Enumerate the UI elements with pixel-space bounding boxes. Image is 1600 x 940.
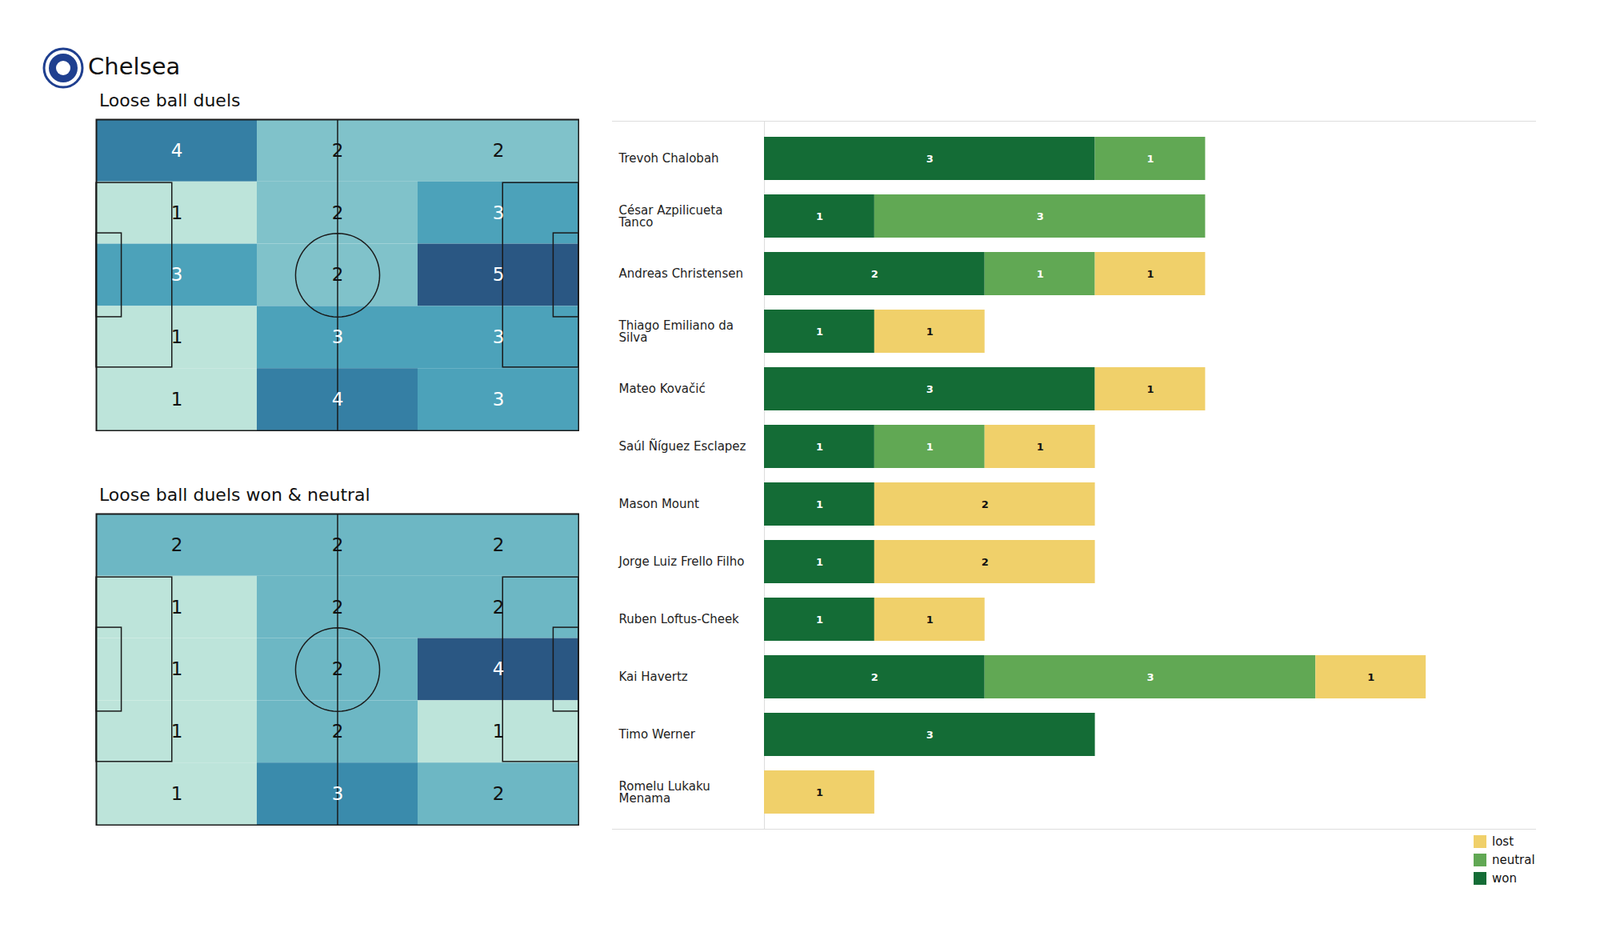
svg-text:2: 2 <box>171 534 184 556</box>
svg-text:2: 2 <box>492 534 505 556</box>
svg-text:3: 3 <box>492 202 505 224</box>
svg-text:1: 1 <box>816 498 824 511</box>
html-text:Loose ball duels: Loose ball duels <box>99 90 241 111</box>
svg-text:1: 1 <box>816 210 824 223</box>
html-text:neutral: neutral <box>1492 852 1535 867</box>
svg-text:2: 2 <box>981 498 989 511</box>
svg-text:3: 3 <box>1036 210 1044 223</box>
svg-text:1: 1 <box>171 388 184 410</box>
svg-text:1: 1 <box>926 325 934 338</box>
svg-text:1: 1 <box>816 325 824 338</box>
svg-text:Andreas Christensen: Andreas Christensen <box>619 266 744 281</box>
svg-text:1: 1 <box>171 783 184 804</box>
svg-text:Timo Werner: Timo Werner <box>618 727 696 742</box>
svg-text:2: 2 <box>332 264 344 285</box>
svg-text:3: 3 <box>332 326 344 348</box>
svg-text:2: 2 <box>332 596 344 618</box>
svg-text:1: 1 <box>171 596 184 618</box>
svg-text:1: 1 <box>1146 383 1154 396</box>
svg-text:1: 1 <box>492 720 505 742</box>
svg-text:1: 1 <box>816 440 824 453</box>
svg-text:2: 2 <box>492 783 505 804</box>
html-text:Loose ball duels won & neutral: Loose ball duels won & neutral <box>99 484 371 505</box>
svg-text:Mason Mount: Mason Mount <box>619 496 700 512</box>
svg-text:Ruben Loftus-Cheek: Ruben Loftus-Cheek <box>619 612 740 627</box>
svg-text:Saúl Ñíguez Esclapez: Saúl Ñíguez Esclapez <box>619 438 747 454</box>
svg-text:2: 2 <box>332 202 344 224</box>
svg-text:1: 1 <box>171 202 184 224</box>
svg-text:2: 2 <box>981 556 989 568</box>
svg-text:1: 1 <box>1036 268 1044 280</box>
svg-text:Romelu LukakuMenama: Romelu LukakuMenama <box>619 779 711 806</box>
svg-text:3: 3 <box>1146 671 1154 684</box>
svg-text:1: 1 <box>816 613 824 626</box>
svg-text:2: 2 <box>332 140 344 161</box>
svg-text:1: 1 <box>1367 671 1375 684</box>
svg-text:1: 1 <box>171 658 184 680</box>
svg-text:2: 2 <box>492 596 505 618</box>
svg-text:1: 1 <box>1146 152 1154 165</box>
svg-text:Trevoh Chalobah: Trevoh Chalobah <box>618 151 720 166</box>
svg-text:Mateo Kovačić: Mateo Kovačić <box>619 381 706 396</box>
svg-text:3: 3 <box>492 326 505 348</box>
svg-text:2: 2 <box>492 140 505 161</box>
svg-text:1: 1 <box>171 720 184 742</box>
svg-text:5: 5 <box>492 264 505 285</box>
svg-text:4: 4 <box>492 658 505 680</box>
svg-text:1: 1 <box>171 326 184 348</box>
svg-text:4: 4 <box>332 388 344 410</box>
svg-text:1: 1 <box>1146 268 1154 280</box>
svg-text:1: 1 <box>816 786 824 799</box>
svg-text:3: 3 <box>332 783 344 804</box>
svg-text:3: 3 <box>926 152 934 165</box>
html-text:won: won <box>1492 870 1517 886</box>
html-text:Chelsea: Chelsea <box>88 52 181 80</box>
svg-text:1: 1 <box>1036 440 1044 453</box>
svg-text:César AzpilicuetaTanco: César AzpilicuetaTanco <box>618 203 724 230</box>
svg-text:3: 3 <box>171 264 184 285</box>
svg-text:3: 3 <box>926 383 934 396</box>
svg-text:Jorge Luiz Frello Filho: Jorge Luiz Frello Filho <box>618 554 745 569</box>
svg-text:2: 2 <box>871 268 879 280</box>
html-text:lost: lost <box>1492 834 1514 849</box>
svg-text:Thiago Emiliano daSilva: Thiago Emiliano daSilva <box>618 318 734 345</box>
svg-text:1: 1 <box>926 440 934 453</box>
svg-text:1: 1 <box>816 556 824 568</box>
svg-text:3: 3 <box>926 728 934 741</box>
svg-text:4: 4 <box>171 140 184 161</box>
svg-text:2: 2 <box>332 658 344 680</box>
svg-text:2: 2 <box>332 534 344 556</box>
svg-text:3: 3 <box>492 388 505 410</box>
svg-text:Kai Havertz: Kai Havertz <box>619 669 688 684</box>
svg-text:2: 2 <box>332 720 344 742</box>
svg-text:1: 1 <box>926 613 934 626</box>
svg-text:2: 2 <box>871 671 879 684</box>
